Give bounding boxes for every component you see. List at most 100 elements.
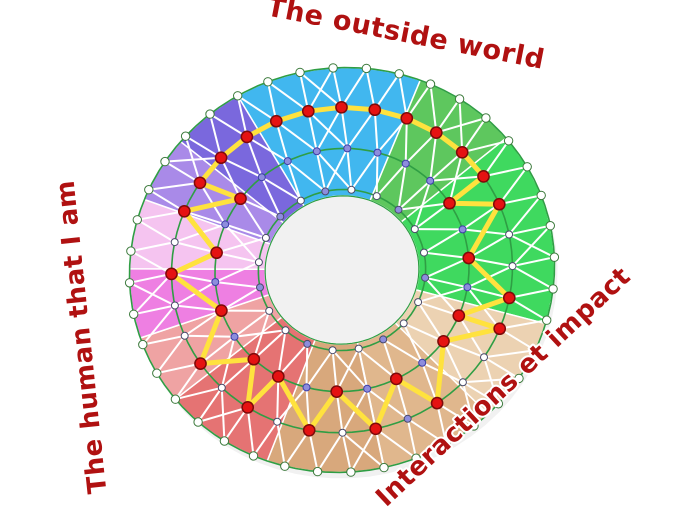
node[interactable] (144, 185, 154, 195)
node[interactable] (441, 439, 451, 449)
node[interactable] (458, 378, 467, 387)
node[interactable] (205, 109, 215, 119)
node[interactable] (265, 306, 274, 315)
red-node[interactable] (214, 151, 228, 165)
node[interactable] (303, 339, 312, 348)
node[interactable] (363, 384, 372, 393)
node[interactable] (394, 205, 403, 214)
red-node[interactable] (330, 385, 344, 398)
node[interactable] (170, 301, 179, 310)
node[interactable] (219, 436, 230, 446)
node[interactable] (211, 278, 220, 286)
node[interactable] (233, 91, 243, 101)
node[interactable] (410, 225, 419, 234)
red-node[interactable] (400, 111, 414, 125)
red-node[interactable] (368, 103, 382, 117)
red-node[interactable] (271, 370, 285, 383)
node[interactable] (399, 319, 408, 328)
red-node[interactable] (210, 246, 223, 260)
red-node[interactable] (301, 104, 315, 118)
node[interactable] (530, 345, 540, 355)
node[interactable] (373, 148, 382, 157)
node[interactable] (463, 283, 472, 292)
node[interactable] (321, 187, 330, 196)
node[interactable] (426, 176, 435, 185)
red-node[interactable] (430, 396, 444, 410)
node[interactable] (283, 157, 292, 166)
node[interactable] (126, 246, 136, 256)
red-node[interactable] (492, 197, 506, 211)
red-node[interactable] (462, 251, 476, 265)
node[interactable] (536, 190, 546, 201)
node[interactable] (254, 258, 263, 267)
red-node[interactable] (493, 322, 507, 336)
node[interactable] (248, 451, 259, 461)
node[interactable] (180, 131, 191, 141)
node[interactable] (138, 339, 148, 350)
node[interactable] (503, 136, 514, 146)
node[interactable] (420, 248, 428, 257)
node[interactable] (129, 309, 139, 319)
node[interactable] (346, 467, 356, 477)
node[interactable] (469, 421, 479, 431)
node[interactable] (514, 373, 524, 384)
node[interactable] (548, 284, 558, 294)
node[interactable] (281, 326, 290, 335)
red-node[interactable] (455, 145, 469, 159)
node[interactable] (505, 230, 514, 239)
red-node[interactable] (369, 422, 383, 436)
red-node[interactable] (452, 309, 466, 322)
node[interactable] (152, 368, 162, 378)
node[interactable] (132, 215, 143, 225)
node[interactable] (542, 315, 552, 325)
node[interactable] (328, 346, 337, 355)
red-node[interactable] (241, 401, 255, 414)
node[interactable] (296, 196, 305, 205)
red-node[interactable] (335, 100, 348, 114)
node[interactable] (481, 113, 491, 123)
node[interactable] (257, 173, 266, 182)
node[interactable] (347, 185, 356, 194)
node[interactable] (379, 335, 388, 344)
red-node[interactable] (215, 304, 228, 317)
node[interactable] (273, 417, 282, 426)
node[interactable] (170, 238, 179, 247)
node[interactable] (403, 414, 412, 423)
node[interactable] (354, 344, 363, 353)
red-node[interactable] (437, 334, 450, 348)
node[interactable] (545, 221, 555, 231)
node[interactable] (372, 192, 381, 201)
red-node[interactable] (177, 204, 191, 218)
node[interactable] (328, 63, 338, 73)
red-node[interactable] (165, 267, 178, 281)
red-node[interactable] (429, 126, 443, 139)
red-node[interactable] (247, 352, 261, 366)
red-node[interactable] (269, 114, 283, 128)
red-node[interactable] (302, 423, 316, 437)
node[interactable] (458, 225, 467, 234)
red-node[interactable] (443, 196, 456, 210)
red-node[interactable] (194, 357, 207, 370)
red-node[interactable] (234, 192, 247, 206)
node[interactable] (454, 94, 465, 104)
node[interactable] (295, 67, 305, 78)
node[interactable] (394, 69, 404, 79)
node[interactable] (480, 353, 488, 362)
red-node[interactable] (502, 291, 516, 305)
node[interactable] (338, 428, 347, 437)
node[interactable] (343, 144, 352, 153)
node[interactable] (421, 273, 430, 282)
node[interactable] (361, 63, 372, 74)
node[interactable] (312, 147, 321, 156)
red-node[interactable] (477, 170, 490, 183)
node[interactable] (522, 162, 532, 172)
node[interactable] (170, 394, 181, 404)
node[interactable] (230, 332, 239, 341)
node[interactable] (414, 298, 423, 307)
node[interactable] (263, 77, 273, 87)
node[interactable] (276, 212, 285, 221)
node[interactable] (193, 417, 203, 427)
node[interactable] (160, 156, 170, 167)
node[interactable] (302, 383, 311, 392)
node[interactable] (217, 383, 226, 392)
